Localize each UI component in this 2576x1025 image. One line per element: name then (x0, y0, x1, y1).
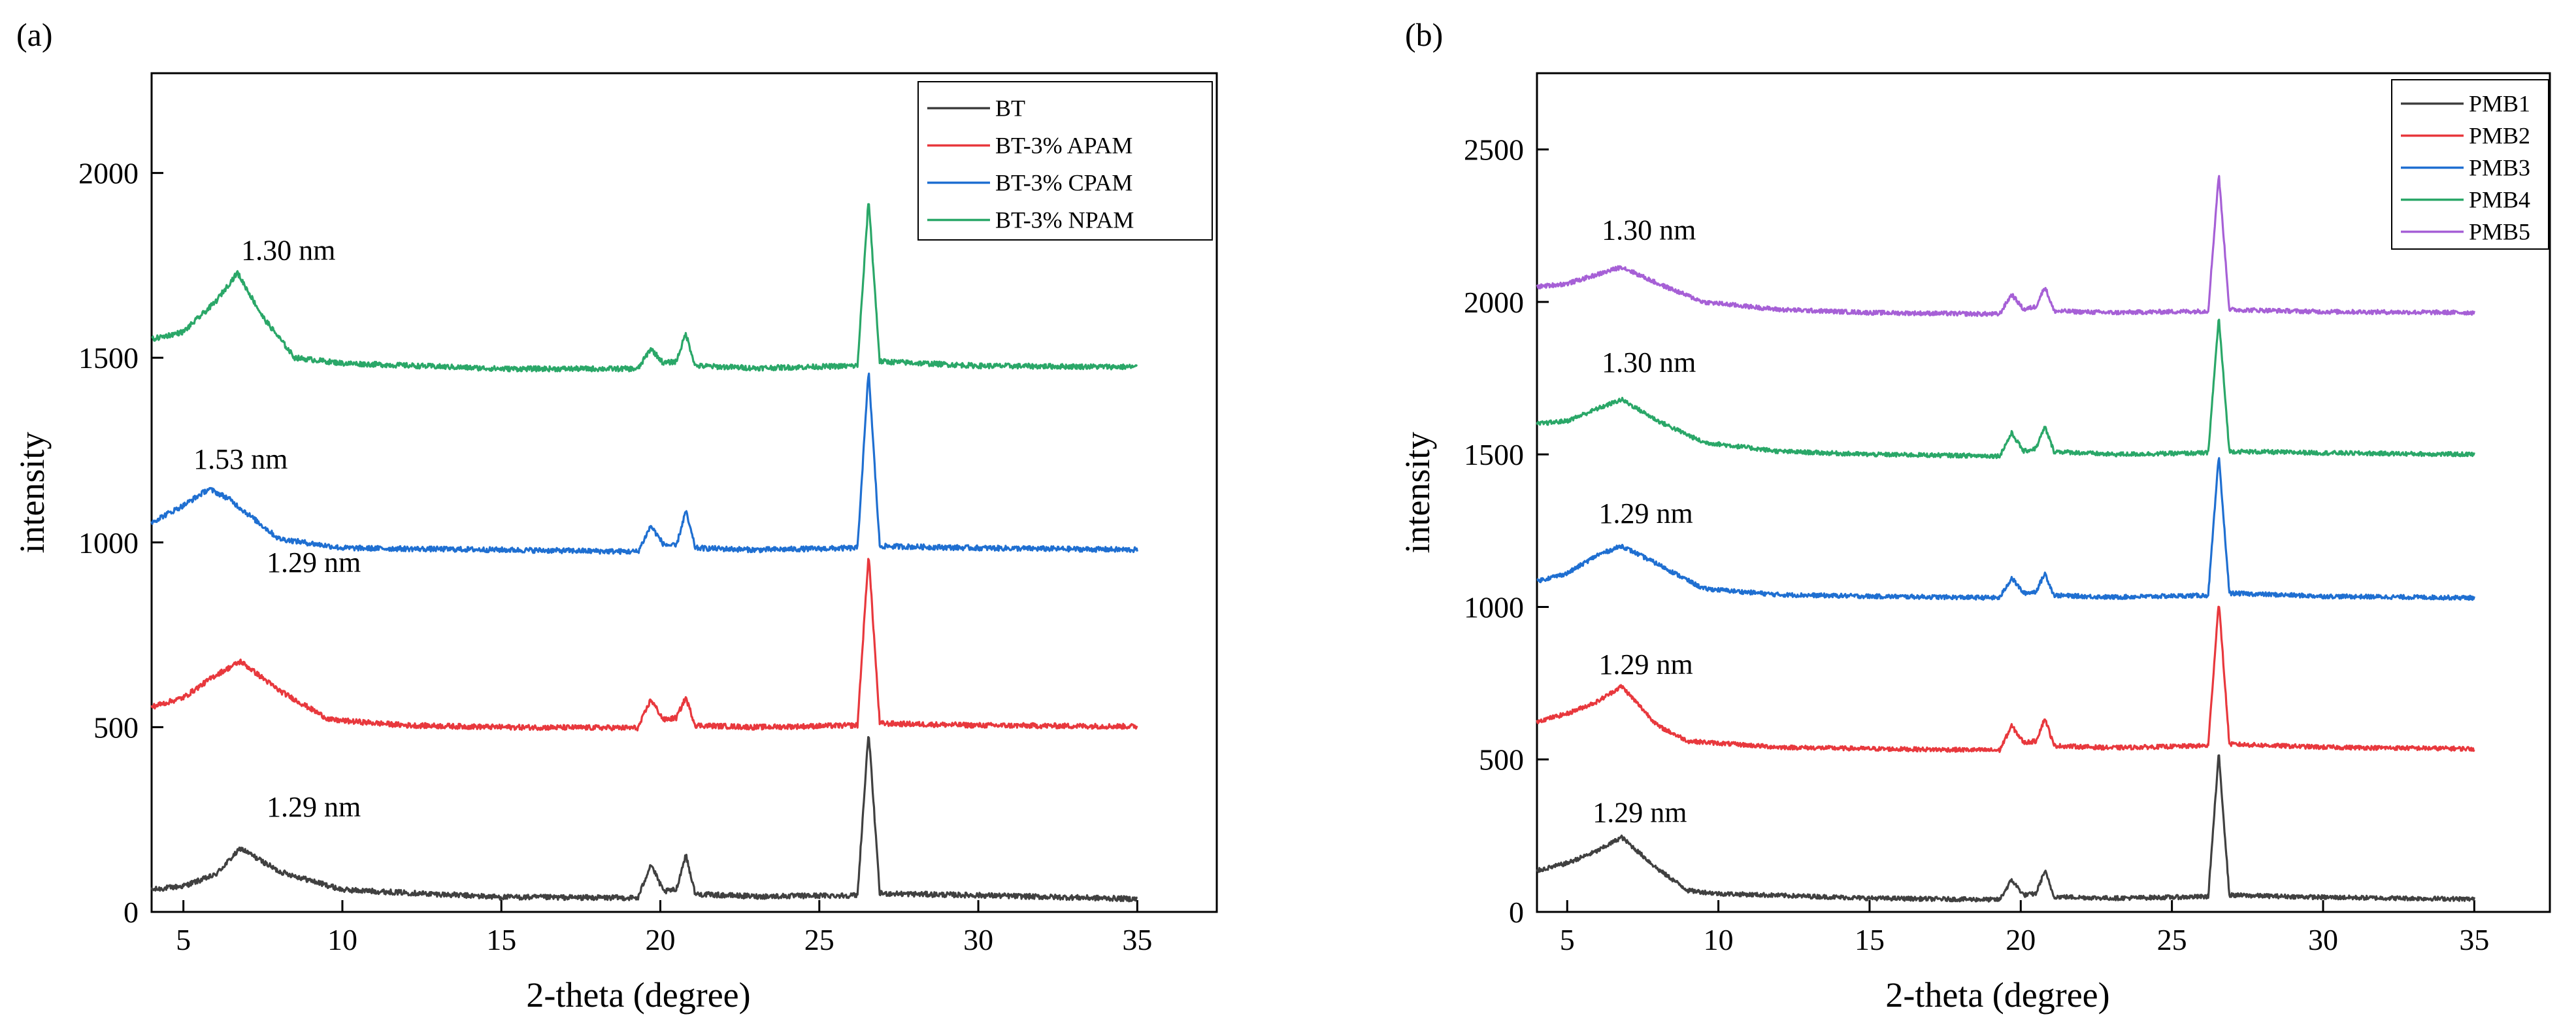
d-spacing-annotation: 1.30 nm (241, 234, 335, 266)
legend-entry: BT-3% NPAM (995, 207, 1134, 233)
legend-entry: BT-3% CPAM (995, 170, 1132, 196)
chart-panel-b: (b) 5 10 15 20 25 30 35 0 500 1000 1500 2000 2500 2-th… (1398, 16, 2551, 1015)
x-tick-label: 30 (963, 923, 993, 956)
x-axis-title: 2-theta (degree) (1885, 975, 2109, 1015)
y-tick-label: 500 (1479, 743, 1524, 777)
x-tick-label: 5 (176, 923, 191, 956)
legend: BT BT-3% APAM BT-3% CPAM BT-3% NPAM (917, 81, 1213, 241)
y-tick-label: 2500 (1464, 133, 1524, 167)
y-axis-title: intensity (1398, 432, 1437, 554)
legend-entry: PMB3 (2469, 155, 2530, 181)
series-line-bt-3-cpam (150, 372, 1138, 555)
y-tick-label: 2000 (78, 157, 139, 190)
y-axis-title: intensity (12, 432, 52, 554)
y-tick-label: 2000 (1464, 286, 1524, 319)
x-tick-label: 10 (327, 923, 357, 956)
chart-panel-a: (a) 5 10 15 20 25 30 35 0 500 1000 1500 2000 2-theta … (12, 16, 1218, 1015)
legend-entry: BT-3% APAM (995, 133, 1132, 159)
x-tick-label: 15 (486, 923, 516, 956)
series-line-pmb4 (1536, 318, 2475, 460)
x-tick-label: 15 (1855, 923, 1885, 956)
panel-label: (a) (16, 16, 53, 53)
y-tick-label: 500 (93, 711, 139, 744)
d-spacing-annotation: 1.29 nm (1598, 648, 1693, 681)
legend: PMB1 PMB2 PMB3 PMB4 PMB5 (2391, 79, 2549, 250)
d-spacing-annotation: 1.29 nm (1593, 796, 1687, 828)
x-tick-label: 35 (2459, 923, 2489, 956)
x-tick-label: 25 (2157, 923, 2187, 956)
x-tick-label: 5 (1560, 923, 1575, 956)
x-tick-label: 35 (1122, 923, 1152, 956)
series-line-bt-3-apam (150, 558, 1138, 731)
y-tick-label: 0 (124, 896, 139, 929)
x-tick-label: 10 (1704, 923, 1734, 956)
y-tick-label: 1500 (1464, 438, 1524, 471)
legend-entry: PMB1 (2469, 91, 2530, 117)
legend-entry: PMB5 (2469, 219, 2530, 245)
legend-box (2391, 79, 2549, 250)
series-line-bt-3-npam (151, 203, 1138, 373)
series-line-pmb5 (1536, 175, 2475, 317)
plot-frame (1536, 72, 2551, 913)
plot-frame (150, 72, 1218, 913)
d-spacing-annotation: 1.53 nm (193, 443, 288, 475)
d-spacing-annotation: 1.29 nm (267, 791, 361, 823)
legend-entry: PMB4 (2469, 187, 2530, 213)
series-line-pmb2 (1536, 605, 2475, 753)
series-line-pmb1 (1536, 754, 2475, 903)
d-spacing-annotation: 1.30 nm (1602, 346, 1696, 378)
d-spacing-annotation: 1.29 nm (1598, 497, 1693, 529)
x-tick-label: 20 (646, 923, 676, 956)
panel-label: (b) (1405, 16, 1443, 53)
x-tick-label: 25 (804, 923, 834, 956)
legend-entry: PMB2 (2469, 123, 2530, 149)
series-line-bt (150, 736, 1138, 903)
y-tick-label: 1000 (1464, 590, 1524, 624)
series-line-pmb3 (1536, 457, 2475, 601)
x-axis-title: 2-theta (degree) (526, 975, 750, 1015)
y-tick-label: 1000 (78, 526, 139, 560)
y-tick-label: 1500 (78, 341, 139, 375)
x-tick-label: 30 (2308, 923, 2338, 956)
y-tick-label: 0 (1509, 896, 1524, 929)
d-spacing-annotation: 1.29 nm (267, 546, 361, 579)
x-tick-label: 20 (2006, 923, 2036, 956)
legend-entry: BT (995, 95, 1025, 122)
d-spacing-annotation: 1.30 nm (1602, 214, 1696, 246)
